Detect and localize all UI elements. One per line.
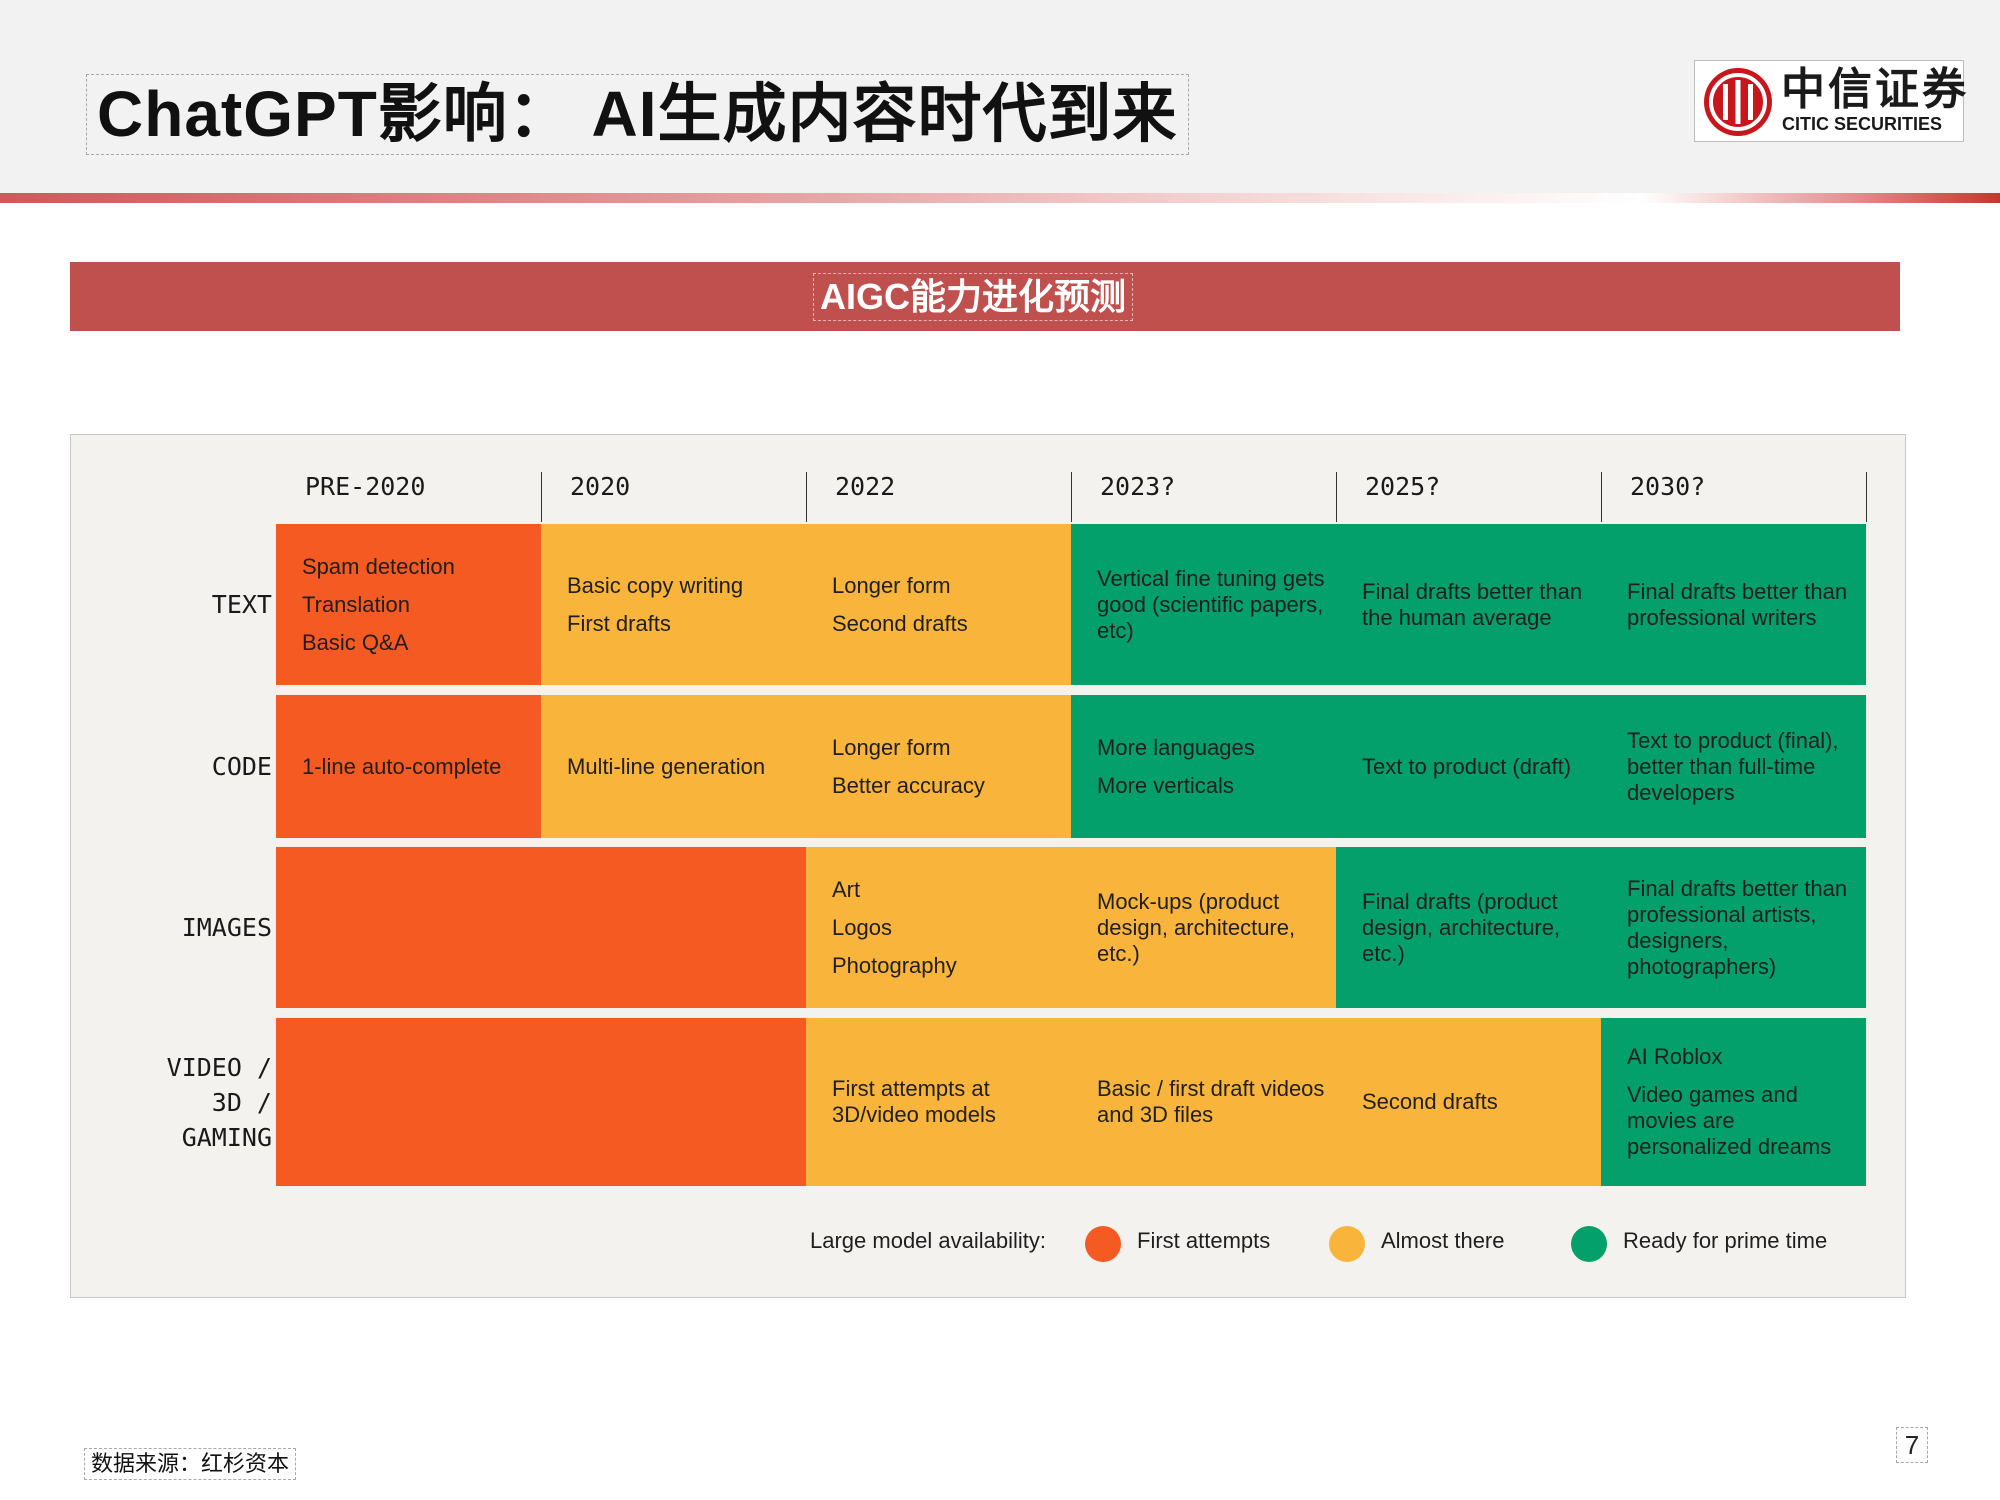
table-cell xyxy=(541,847,806,1008)
legend-first-attempts-label: First attempts xyxy=(1137,1228,1271,1253)
cell-text: Vertical fine tuning gets good (scientif… xyxy=(1097,565,1325,643)
column-separator xyxy=(541,472,542,522)
column-header: PRE-2020 xyxy=(305,472,426,501)
cell-line: Better accuracy xyxy=(832,772,985,798)
table-cell: Final drafts better than the human avera… xyxy=(1336,524,1601,685)
header-band xyxy=(0,0,2000,193)
row-label-line: 3D / xyxy=(211,1087,272,1117)
cell-text: Mock-ups (product design, architecture, … xyxy=(1097,888,1296,966)
page-number: 7 xyxy=(1896,1427,1928,1463)
legend-almost-there-dot xyxy=(1329,1226,1365,1262)
table-cell: Multi-line generation xyxy=(541,695,806,838)
legend-ready-dot xyxy=(1571,1226,1607,1262)
table-cell: Longer form Second drafts xyxy=(806,524,1071,685)
column-separator xyxy=(1601,472,1602,522)
section-title: AIGC能力进化预测 xyxy=(813,273,1134,321)
table-cell xyxy=(276,847,541,1008)
legend-title: Large model availability: xyxy=(810,1228,1047,1253)
cell-text: Final drafts better than the human avera… xyxy=(1362,578,1583,630)
legend-first-attempts-dot xyxy=(1085,1226,1121,1262)
table-cell: Final drafts better than professional ar… xyxy=(1601,847,1866,1008)
table-cell: Longer form Better accuracy xyxy=(806,695,1071,838)
column-separator xyxy=(1866,472,1867,522)
cell-line: More languages xyxy=(1097,734,1255,760)
logo-english-text: CITIC SECURITIES xyxy=(1782,114,1943,134)
row-label: IMAGES xyxy=(182,910,272,945)
table-cell: 1-line auto-complete xyxy=(276,695,541,838)
table-cell: Basic / first draft videos and 3D files xyxy=(1071,1018,1336,1186)
table-cell: Second drafts xyxy=(1336,1018,1601,1186)
column-separator xyxy=(1336,472,1337,522)
legend-almost-there-label: Almost there xyxy=(1381,1228,1505,1253)
cell-text: Basic / first draft videos and 3D files xyxy=(1097,1076,1325,1127)
cell-line: Basic Q&A xyxy=(302,629,409,655)
table-cell xyxy=(276,1018,541,1186)
cell-line: Photography xyxy=(832,952,957,978)
citic-logo-icon xyxy=(1704,68,1772,136)
cell-line: First drafts xyxy=(567,610,671,636)
column-separator xyxy=(806,472,807,522)
cell-line: Logos xyxy=(832,914,892,940)
row-label-line: CODE xyxy=(211,752,272,781)
table-cell: Spam detection Translation Basic Q&A xyxy=(276,524,541,685)
cell-text: Video games and movies are personalized … xyxy=(1627,1082,1832,1159)
aigc-capability-table: PRE-2020 2020 2022 2023? 2025? 2030? TEXT Spam … xyxy=(70,434,1906,1298)
cell-line: Text to product (draft) xyxy=(1362,753,1572,779)
table-cell: Final drafts (product design, architectu… xyxy=(1336,847,1601,1008)
table-cell: More languages More verticals xyxy=(1071,695,1336,838)
logo-chinese-text: 中信证券 xyxy=(1781,64,1969,115)
row-label-line: IMAGES xyxy=(181,913,272,942)
row-label: CODE xyxy=(212,749,272,784)
table-cell: Basic copy writing First drafts xyxy=(541,524,806,685)
cell-text: Final drafts better than professional wr… xyxy=(1627,578,1848,630)
column-header: 2022 xyxy=(835,472,896,501)
cell-line: Art xyxy=(832,876,861,902)
cell-text: Final drafts better than professional ar… xyxy=(1627,875,1848,979)
page-title: ChatGPT影响： AI生成内容时代到来 xyxy=(86,74,1189,155)
cell-line: More verticals xyxy=(1097,772,1234,798)
citic-logo: 中信证券 CITIC SECURITIES xyxy=(1694,60,1966,142)
column-separator xyxy=(1071,472,1072,522)
cell-line: Longer form xyxy=(832,734,951,760)
legend-ready-label: Ready for prime time xyxy=(1623,1228,1828,1253)
cell-text: AI Roblox xyxy=(1627,1044,1723,1069)
cell-text: Final drafts (product design, architectu… xyxy=(1362,888,1561,966)
row-label: VIDEO / 3D / GAMING xyxy=(167,1050,272,1155)
table-cell: AI Roblox Video games and movies are pers… xyxy=(1601,1018,1866,1186)
row-label: TEXT xyxy=(212,587,272,622)
cell-line: 1-line auto-complete xyxy=(302,753,502,779)
table-cell: Mock-ups (product design, architecture, … xyxy=(1071,847,1336,1008)
cell-line: Second drafts xyxy=(1362,1089,1498,1114)
cell-line: Translation xyxy=(302,591,411,617)
column-header: 2023? xyxy=(1100,472,1176,501)
row-label-line: VIDEO / xyxy=(166,1052,272,1082)
row-label-line: GAMING xyxy=(181,1122,272,1152)
cell-text: First attempts at 3D/video models xyxy=(832,1076,996,1127)
cell-line: Basic copy writing xyxy=(567,572,744,598)
table-cell: Text to product (draft) xyxy=(1336,695,1601,838)
cell-line: Second drafts xyxy=(832,610,968,636)
header-accent-bar xyxy=(0,193,2000,203)
cell-line: Multi-line generation xyxy=(567,753,766,779)
column-header: 2030? xyxy=(1630,472,1706,501)
cell-line: Longer form xyxy=(832,572,951,598)
table-cell: First attempts at 3D/video models xyxy=(806,1018,1071,1186)
column-header: 2025? xyxy=(1365,472,1441,501)
table-cell: Art Logos Photography xyxy=(806,847,1071,1008)
column-header: 2020 xyxy=(570,472,631,501)
table-cell: Text to product (final), better than ful… xyxy=(1601,695,1866,838)
source-note: 数据来源：红杉资本 xyxy=(84,1448,297,1480)
cell-line: Spam detection xyxy=(302,553,455,579)
table-cell: Vertical fine tuning gets good (scientif… xyxy=(1071,524,1336,685)
row-label-line: TEXT xyxy=(211,590,272,619)
table-cell: Final drafts better than professional wr… xyxy=(1601,524,1866,685)
table-cell xyxy=(541,1018,806,1186)
cell-text: Text to product (final), better than ful… xyxy=(1627,727,1839,805)
